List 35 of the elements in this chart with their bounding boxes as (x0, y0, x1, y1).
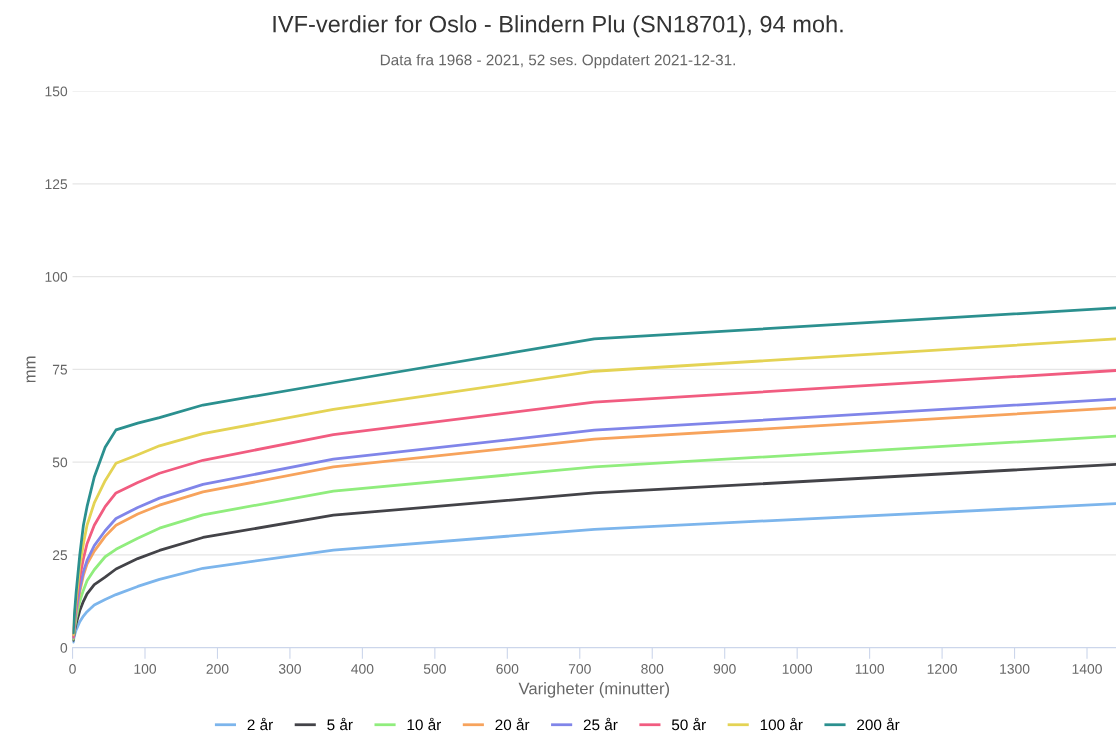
line-series (72, 502, 1116, 644)
y-tick-label: 50 (52, 457, 68, 468)
x-tick-label: 1300 (1000, 663, 1030, 674)
x-tick-label: 0 (69, 663, 76, 674)
x-tick-label: 300 (278, 663, 301, 674)
legend-label: 200 år (857, 717, 900, 731)
x-tick-label: 600 (496, 663, 519, 674)
x-tick-label: 1200 (927, 663, 957, 674)
x-axis-title: Varigheter (minutter) (518, 682, 670, 698)
y-tick-label: 150 (45, 86, 68, 97)
y-tick-label: 0 (60, 642, 68, 653)
legend-label: 2 år (247, 717, 273, 731)
x-tick-label: 700 (568, 663, 591, 674)
x-tick-label: 400 (351, 663, 374, 674)
y-tick-label: 25 (52, 550, 68, 561)
y-axis-title: mm (26, 356, 36, 383)
legend-label: 25 år (583, 717, 618, 731)
chart-title: IVF-verdier for Oslo - Blindern Plu (SN18701), 94 moh. (273, 15, 843, 38)
legend-label: 20 år (495, 717, 530, 731)
legend-label: 10 år (407, 717, 442, 731)
y-tick-label: 100 (45, 271, 68, 282)
x-tick-label: 1400 (1072, 663, 1102, 674)
y-tick-label: 75 (52, 364, 68, 375)
x-tick-label: 200 (206, 663, 229, 674)
legend-label: 50 år (671, 717, 706, 731)
y-tick-label: 125 (45, 179, 68, 190)
legend-label: 5 år (327, 717, 353, 731)
chart-subtitle: Data fra 1968 - 2021, 52 ses. Oppdatert 2021-12-31. (380, 54, 735, 69)
legend-label: 100 år (760, 717, 803, 731)
x-tick-label: 1000 (782, 663, 813, 674)
x-tick-label: 500 (423, 663, 446, 674)
x-tick-label: 800 (641, 663, 664, 674)
x-tick-label: 900 (713, 663, 736, 674)
x-tick-label: 100 (134, 663, 157, 674)
x-tick-label: 1100 (855, 663, 885, 674)
